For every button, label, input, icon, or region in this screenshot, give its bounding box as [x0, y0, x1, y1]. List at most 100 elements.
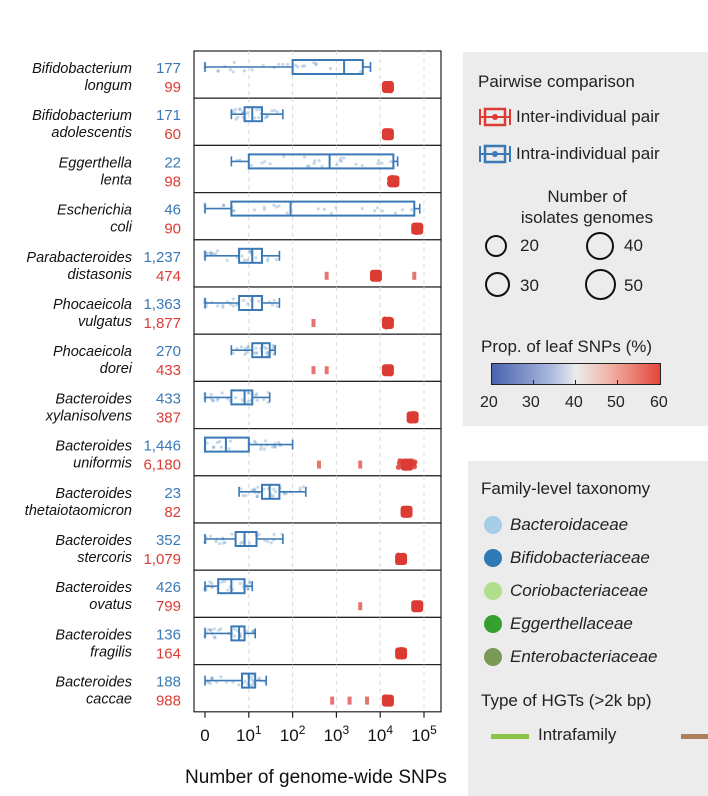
intra-count: 177 — [156, 60, 181, 77]
color-tick-50 — [617, 380, 618, 385]
intra-point — [255, 351, 259, 355]
inter-count: 1,079 — [143, 551, 181, 568]
pairwise-legend-title: Pairwise comparison — [478, 72, 635, 91]
intra-point — [269, 541, 273, 545]
species-name-epithet: fragilis — [90, 644, 132, 660]
intra-point — [334, 205, 338, 210]
intra-point — [335, 163, 339, 167]
size-legend-title-2: isolates genomes — [520, 208, 654, 227]
intra-point — [228, 439, 233, 443]
intra-point — [254, 351, 258, 355]
inter-box — [381, 81, 394, 93]
inter-box — [381, 364, 394, 377]
size-20-label: 20 — [520, 236, 539, 255]
intra-point — [312, 161, 316, 166]
size-30-label: 30 — [520, 276, 539, 295]
intra-point — [218, 439, 222, 444]
intra-point — [250, 68, 254, 72]
intra-point — [216, 69, 220, 73]
intra-point — [242, 298, 246, 302]
intra-point — [232, 634, 237, 638]
inter-count: 474 — [156, 268, 181, 285]
intra-point — [211, 399, 215, 403]
intra-point — [246, 390, 250, 395]
intra-point — [246, 399, 250, 404]
intra-point — [271, 494, 275, 498]
intra-point — [220, 391, 224, 395]
size-legend-title-1: Number of — [547, 187, 627, 206]
intra-point — [263, 160, 267, 164]
intra-point — [244, 350, 249, 354]
intra-point — [317, 159, 321, 163]
taxonomy-legend-panel — [468, 461, 708, 796]
species-name-epithet: ovatus — [89, 597, 132, 613]
intra-box — [230, 389, 254, 406]
family-coriobacteriaceae-label: Coriobacteriaceae — [510, 581, 648, 600]
size-50-label: 50 — [624, 276, 643, 295]
intra-point — [241, 494, 245, 498]
intra-point — [272, 487, 276, 491]
intra-point — [247, 250, 251, 254]
inter-box — [381, 128, 394, 141]
family-enterobacteriaceae-label: Enterobacteriaceae — [510, 647, 658, 666]
intra-count: 426 — [156, 579, 181, 596]
family-bifidobacteriaceae-dot — [484, 549, 502, 567]
intra-point — [246, 345, 250, 349]
intra-point — [220, 580, 224, 584]
intra-point — [237, 683, 241, 687]
intra-point — [281, 62, 285, 66]
species-name-genus: Bacteroides — [55, 580, 132, 596]
intra-point — [249, 163, 253, 167]
inter-outlier — [330, 696, 335, 705]
inter-outlier — [412, 271, 417, 280]
intra-point — [209, 392, 213, 397]
intra-point — [272, 532, 276, 537]
family-eggerthellaceae-dot — [484, 615, 502, 633]
intra-point — [245, 629, 249, 633]
intra-point — [240, 254, 244, 258]
intra-point — [266, 353, 270, 357]
intra-point — [246, 587, 250, 591]
intra-point — [314, 61, 318, 66]
hgt-legend-title: Type of HGTs (>2k bp) — [481, 691, 652, 710]
family-coriobacteriaceae-dot — [484, 582, 502, 600]
intra-point — [339, 159, 344, 163]
intra-point — [214, 252, 218, 256]
color-label-30: 30 — [522, 394, 540, 411]
intra-point — [273, 109, 277, 113]
intra-point — [259, 445, 263, 449]
intra-point — [262, 398, 266, 402]
intra-count: 270 — [156, 343, 181, 360]
intra-point — [239, 345, 244, 349]
intra-point — [389, 159, 393, 164]
color-label-20: 20 — [480, 394, 498, 411]
intra-point — [358, 70, 363, 74]
intra-point — [205, 441, 209, 445]
species-name-epithet: stercoris — [77, 550, 132, 566]
x-tick-label: 101 — [236, 723, 262, 745]
inter-outlier — [324, 271, 329, 280]
species-name-epithet: xylanisolvens — [45, 408, 132, 424]
intra-count: 171 — [156, 107, 181, 124]
species-name-epithet: vulgatus — [78, 314, 132, 330]
intra-point — [271, 445, 275, 449]
intra-point — [275, 110, 280, 114]
intra-point — [239, 487, 243, 491]
color-label-50: 50 — [607, 394, 625, 411]
species-name-genus: Bacteroides — [55, 439, 132, 455]
x-tick-label: 102 — [280, 723, 306, 745]
intra-point — [354, 162, 358, 166]
inter-outlier — [365, 696, 370, 705]
intra-count: 23 — [164, 485, 181, 502]
intra-point — [274, 257, 279, 262]
intra-count: 1,237 — [143, 249, 181, 266]
intra-point — [258, 107, 262, 112]
color-legend-title: Prop. of leaf SNPs (%) — [481, 337, 653, 356]
intra-point — [247, 581, 252, 585]
intra-point — [208, 682, 212, 686]
intra-point — [240, 540, 244, 544]
intra-point — [272, 298, 276, 302]
intra-point — [266, 114, 270, 118]
size-40-label: 40 — [624, 236, 643, 255]
color-tick-30 — [533, 380, 534, 385]
